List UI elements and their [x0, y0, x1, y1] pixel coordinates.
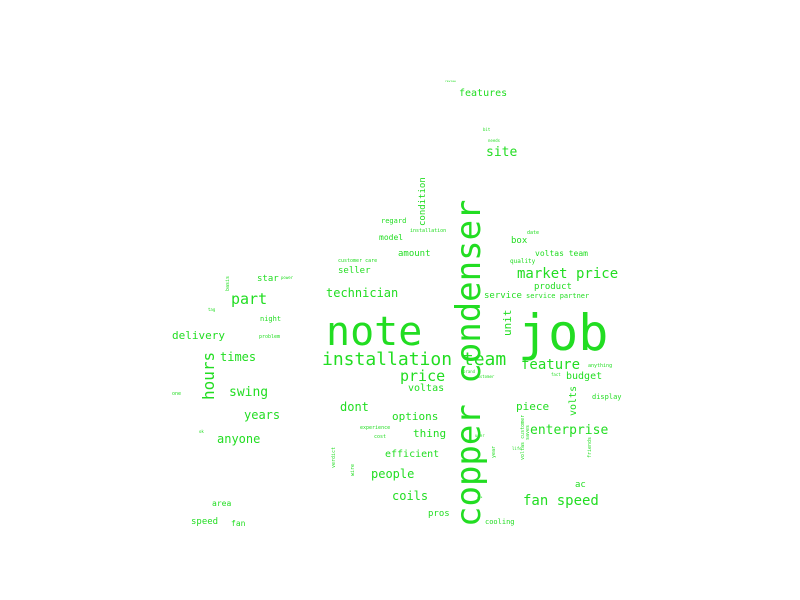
word-date: date: [527, 230, 540, 236]
word-condition: condition: [418, 177, 428, 226]
word-installation: installation: [410, 228, 447, 234]
word-speed: speed: [191, 517, 219, 527]
word-review: review: [445, 79, 456, 83]
word-customer-care: customer care: [338, 258, 378, 264]
word-cost: cost: [374, 434, 387, 440]
word-features: features: [459, 88, 508, 99]
word-note: note: [326, 309, 423, 355]
word-technician: technician: [326, 286, 399, 300]
word-box: box: [511, 236, 528, 246]
word-voltas-team: voltas team: [535, 249, 588, 258]
word-job: job: [518, 304, 609, 362]
word-night: night: [260, 315, 282, 323]
word-area: area: [212, 499, 232, 508]
word-service: service: [484, 291, 522, 301]
word-price: price: [400, 367, 446, 385]
word-cooling: cooling: [485, 518, 515, 526]
word-brand: brand: [463, 369, 476, 374]
word-installation-team: installation team: [322, 349, 507, 370]
word-hours: hours: [199, 351, 218, 400]
word-people: people: [371, 467, 415, 481]
word-fan: fan: [231, 519, 246, 528]
word-experience: experience: [360, 425, 391, 431]
word-friends: friends: [587, 436, 593, 458]
word-voltas: voltas: [408, 383, 445, 394]
word-budget: budget: [566, 371, 603, 382]
word-fact: fact: [551, 372, 561, 377]
word-site: site: [486, 145, 518, 160]
word-basis: basis: [225, 275, 231, 291]
word-times: times: [220, 350, 257, 364]
word-display: display: [592, 393, 622, 401]
word-anyone: anyone: [217, 432, 261, 446]
word-customer: customer: [475, 374, 495, 379]
word-star: star: [257, 274, 279, 284]
word-delivery: delivery: [172, 329, 225, 342]
word-volts: volts: [568, 385, 579, 416]
word-seller: seller: [338, 266, 371, 276]
word-power: power: [281, 275, 294, 280]
word-ok: ok: [199, 429, 204, 434]
word-wire: wire: [350, 463, 356, 476]
word-ads: ads: [477, 495, 483, 499]
word-piece: piece: [516, 400, 550, 413]
word-unit: unit: [501, 309, 514, 337]
word-problem: problem: [259, 334, 281, 340]
word-part: part: [231, 290, 268, 308]
word-amount: amount: [398, 249, 431, 259]
word-efficient: efficient: [385, 449, 440, 460]
word-model: model: [379, 233, 404, 242]
word-tag: tag: [208, 307, 216, 312]
word-verdict: verdict: [331, 446, 337, 468]
word-one: one: [172, 391, 182, 397]
word-thing: thing: [413, 427, 447, 440]
word-years: years: [244, 408, 281, 422]
word-market-price: market price: [517, 266, 619, 282]
word-pros: pros: [428, 509, 450, 519]
word-swing: swing: [229, 385, 269, 400]
word-anything: anything: [588, 363, 613, 369]
word-feature: feature: [521, 357, 581, 373]
word-ac: ac: [575, 480, 586, 490]
word-needs: needs: [488, 138, 501, 143]
word-year: year: [491, 445, 497, 458]
word-enterprise: enterprise: [530, 423, 609, 438]
word-dont: dont: [340, 400, 369, 414]
word-quality: quality: [510, 258, 536, 265]
word-life: life: [512, 446, 522, 451]
word-regard: regard: [381, 217, 407, 225]
word-user: user: [475, 433, 485, 438]
word-coils: coils: [392, 489, 429, 503]
word-product: product: [534, 282, 572, 292]
word-bit: bit: [483, 127, 491, 132]
word-fan-speed: fan speed: [523, 493, 599, 509]
word-options: options: [392, 410, 439, 423]
word-service-partner: service partner: [526, 292, 590, 300]
